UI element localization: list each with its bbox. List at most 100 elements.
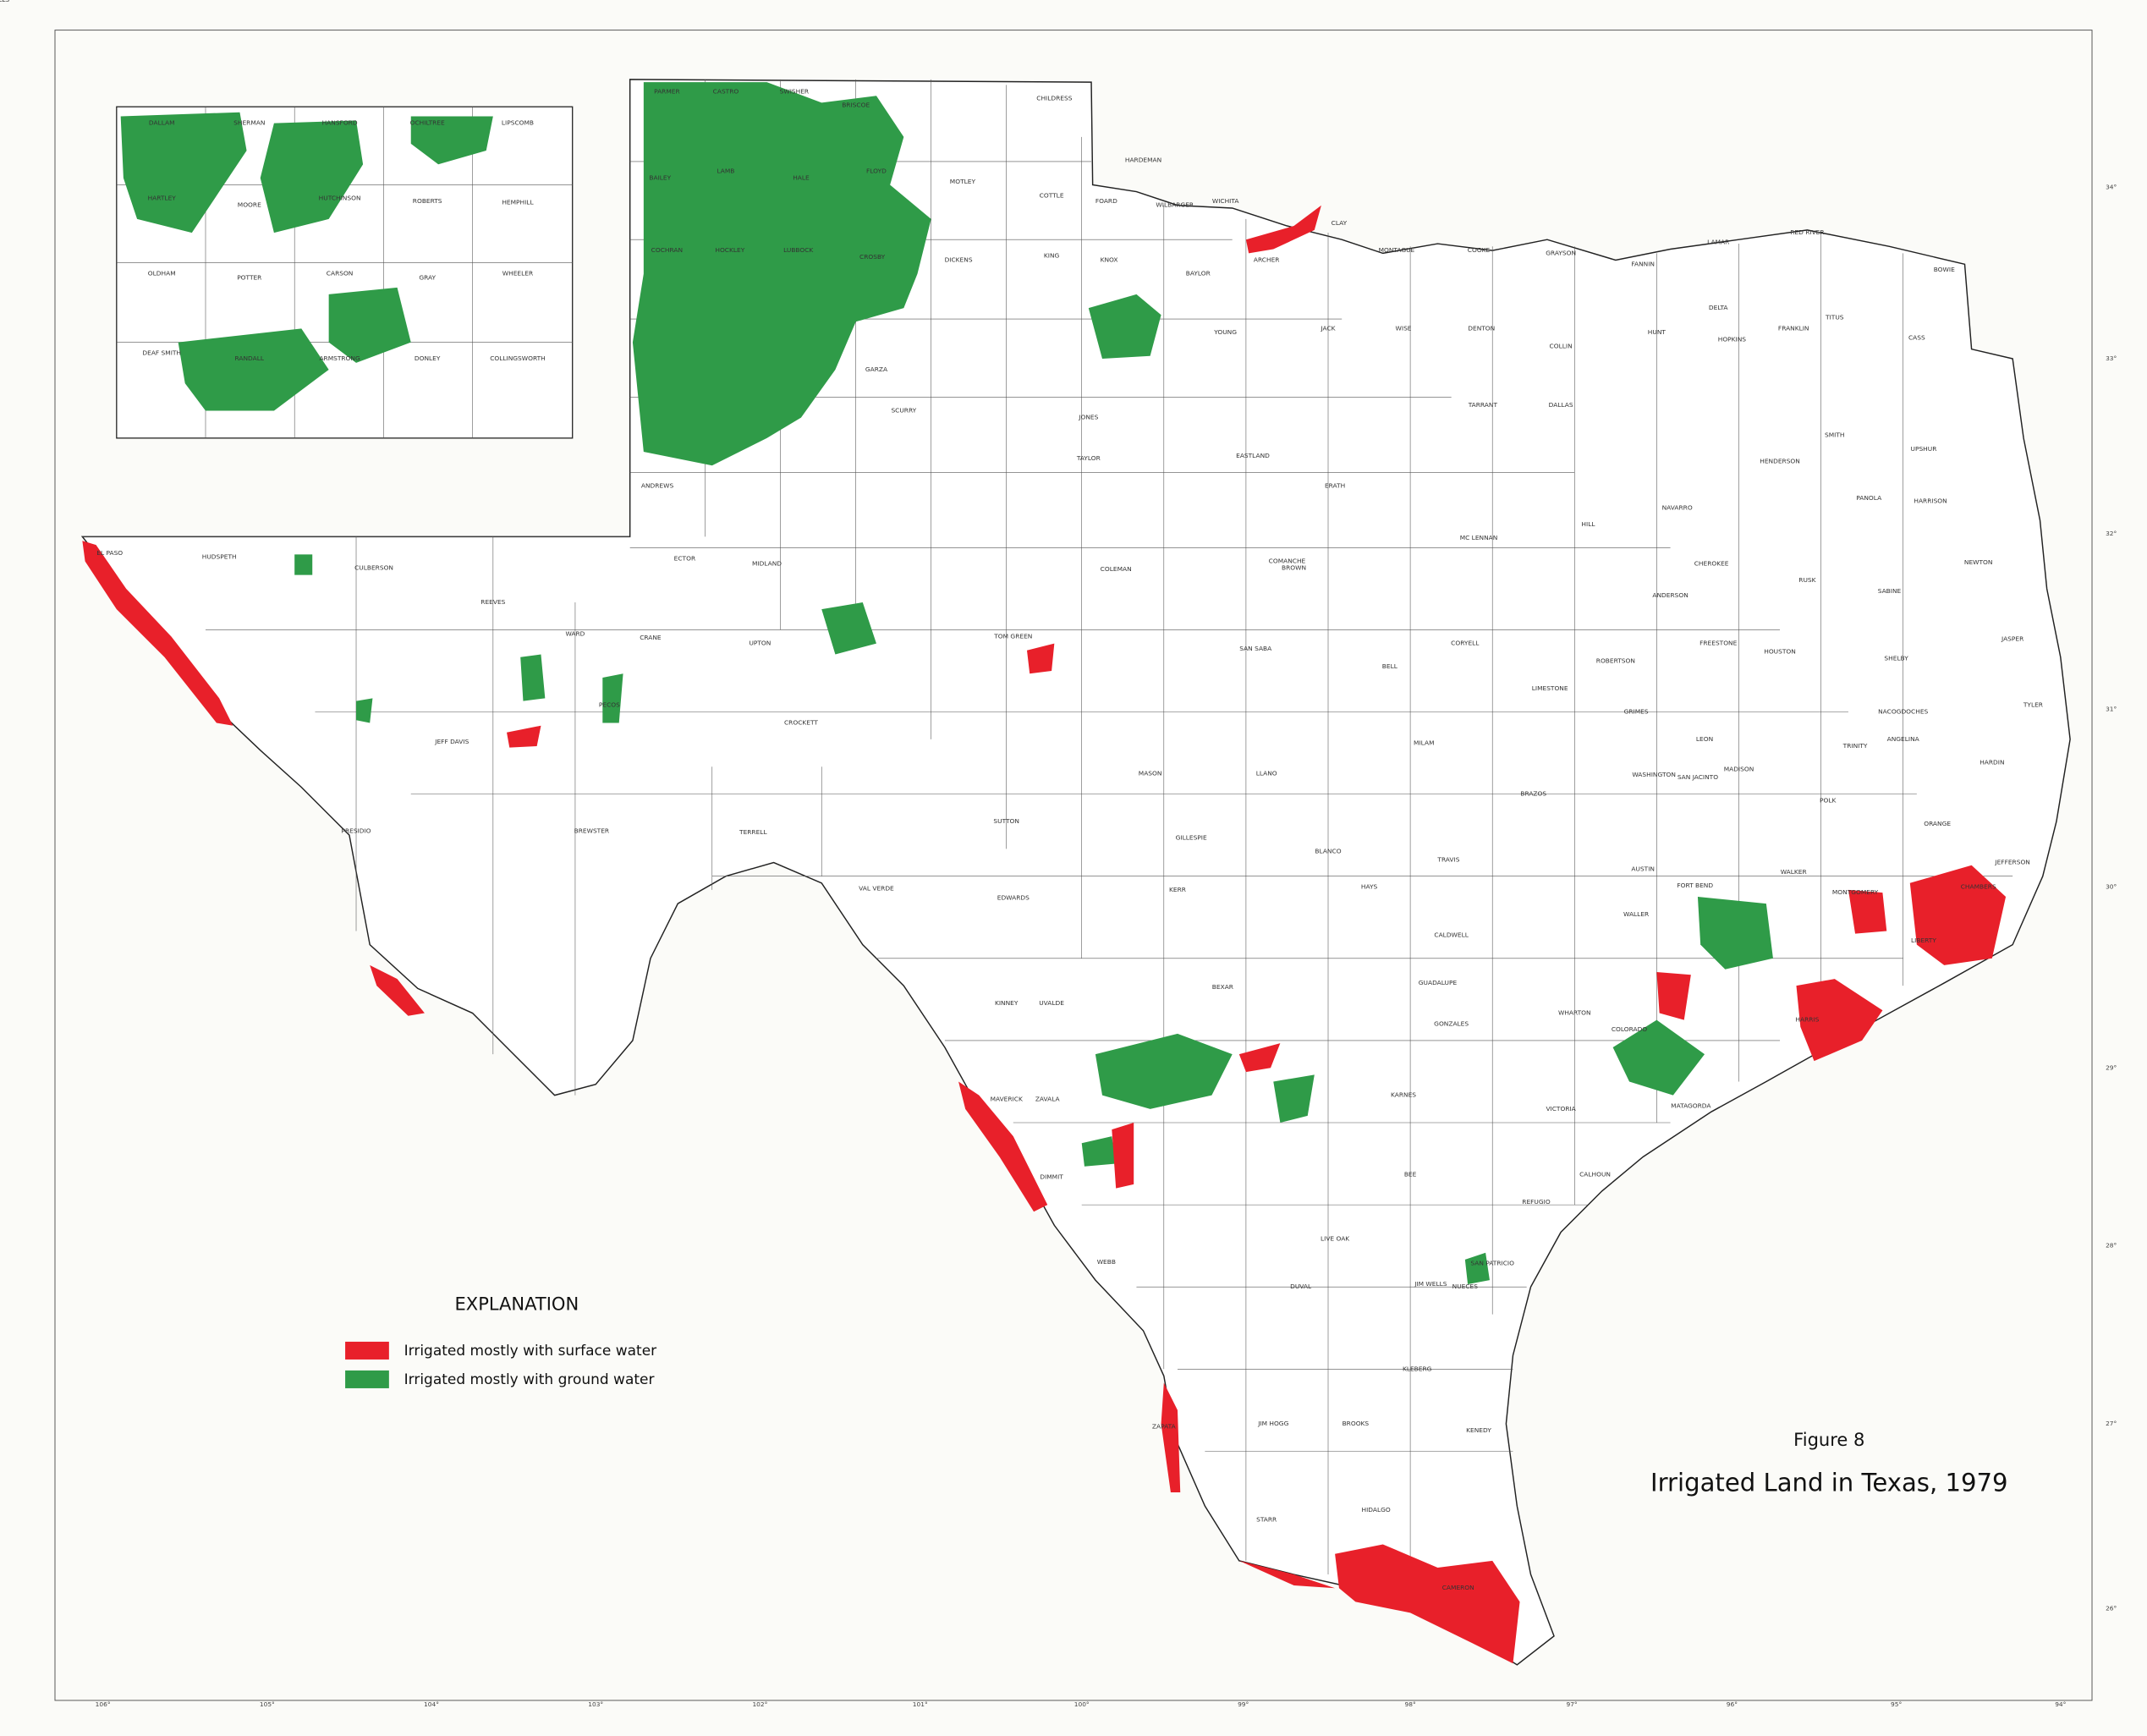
county-label: MATAGORDA (1671, 1102, 1711, 1110)
county-label: HIDALGO (1362, 1506, 1391, 1514)
county-label: LIMESTONE (1532, 684, 1568, 692)
county-label: JASPER (2001, 635, 2023, 643)
longitude-label: 100° (1074, 1700, 1090, 1708)
county-label: COLORADO (1612, 1025, 1647, 1033)
inset-county-label: RANDALL (235, 354, 265, 362)
inset-county-label: CARSON (327, 270, 354, 277)
county-label: COOKE (1468, 246, 1491, 254)
longitude-label: 105° (260, 1700, 275, 1708)
county-label: HALE (793, 173, 810, 181)
county-label: HARDEMAN (1125, 156, 1161, 163)
county-label: REEVES (480, 598, 505, 606)
legend-label: Irrigated mostly with ground water (404, 1371, 655, 1388)
ground-water-area (1088, 294, 1161, 359)
inset-county-label: HARTLEY (148, 195, 177, 202)
county-label: CASS (1908, 334, 1925, 342)
county-label: GUADALUPE (1419, 979, 1458, 986)
county-label: RUSK (1798, 576, 1816, 584)
longitude-label: 106° (96, 1700, 111, 1708)
county-label: SAN SABA (1239, 645, 1272, 652)
longitude-label: 94° (2055, 1700, 2066, 1708)
inset-county-label: GRAY (419, 274, 436, 282)
county-label: SAN JACINTO (1678, 773, 1718, 781)
county-label: SCURRY (891, 406, 916, 414)
latitude-label: 31° (2106, 705, 2117, 712)
county-label: UVALDE (1039, 999, 1064, 1007)
county-label: SAN PATRICIO (1470, 1260, 1514, 1267)
ground-water-area (1612, 1019, 1705, 1096)
longitude-label: 102° (752, 1700, 767, 1708)
county-label: LIVE OAK (1321, 1235, 1350, 1243)
county-label: HARRISON (1914, 497, 1947, 504)
legend-label: Irrigated mostly with surface water (404, 1343, 656, 1360)
longitude-label: 96° (1727, 1700, 1738, 1708)
county-label: TRAVIS (1436, 855, 1459, 863)
ground-water-area (294, 554, 623, 723)
county-label: SABINE (1878, 587, 1902, 595)
inset-county-label: HEMPHILL (502, 199, 534, 206)
county-label: HUDSPETH (202, 553, 237, 561)
county-label: FANNIN (1631, 260, 1655, 267)
county-label: HARDIN (1980, 758, 2004, 766)
county-label: ANGELINA (1887, 735, 1920, 743)
county-label: VAL VERDE (859, 884, 894, 892)
county-label: SUTTON (993, 817, 1019, 825)
inset-county-label: DONLEY (415, 354, 441, 362)
county-label: CHEROKEE (1694, 560, 1729, 568)
county-label: EDWARDS (997, 894, 1030, 902)
county-label: MADISON (1724, 765, 1754, 772)
county-label: FALLS (0, 0, 9, 3)
county-label: HOUSTON (1764, 647, 1796, 655)
county-label: REFUGIO (1522, 1198, 1551, 1206)
county-label: BOWIE (1934, 266, 1955, 273)
county-label: BELL (1382, 662, 1398, 670)
longitude-label: 97° (1566, 1700, 1577, 1708)
inset-county-label: ARMSTRONG (319, 354, 360, 362)
county-label: KERR (1169, 886, 1186, 893)
county-label: LAMB (717, 167, 734, 174)
county-label: WALKER (1781, 868, 1807, 876)
county-label: BEE (1404, 1170, 1417, 1178)
county-label: FLOYD (866, 167, 887, 174)
legend-swatch (345, 1341, 389, 1360)
ground-water-area (821, 602, 876, 655)
county-label: WILBARGER (1156, 201, 1194, 209)
county-label: MIDLAND (752, 560, 782, 568)
inset-county-label: DALLAM (149, 119, 175, 127)
county-label: WEBB (1097, 1258, 1116, 1266)
county-label: FORT BEND (1677, 882, 1713, 889)
surface-water-area (1656, 889, 1887, 1020)
county-label: COLEMAN (1101, 565, 1132, 573)
inset-county-label: WHEELER (502, 270, 533, 277)
county-label: ECTOR (674, 554, 695, 562)
county-label: FOARD (1095, 197, 1117, 205)
county-label: BAYLOR (1186, 270, 1211, 277)
county-label: WARD (565, 629, 585, 637)
county-label: YOUNG (1213, 328, 1237, 336)
county-label: ERATH (1325, 481, 1345, 489)
county-label: CAMERON (1442, 1584, 1474, 1591)
latitude-label: 26° (2106, 1604, 2117, 1612)
longitude-label: 101° (913, 1700, 928, 1708)
county-label: CHILDRESS (1036, 95, 1072, 102)
longitude-label: 104° (424, 1700, 439, 1708)
ground-water-area (1697, 896, 1773, 970)
county-label: PANOLA (1856, 494, 1882, 502)
county-label: KARNES (1391, 1091, 1416, 1099)
county-label: EL PASO (96, 549, 123, 557)
county-label: WHARTON (1558, 1009, 1591, 1017)
county-label: GARZA (865, 365, 888, 373)
surface-water-area (1796, 979, 1883, 1062)
ground-water-area (632, 82, 931, 466)
county-label: DELTA (1709, 304, 1729, 311)
county-label: TAYLOR (1076, 454, 1101, 462)
county-label: TYLER (2023, 700, 2043, 708)
county-label: ANDREWS (641, 481, 674, 489)
latitude-label: 32° (2106, 530, 2117, 537)
county-label: WICHITA (1212, 197, 1239, 205)
county-label: SMITH (1825, 431, 1844, 439)
surface-water-area (958, 1081, 1048, 1212)
surface-water-area (1909, 865, 2007, 965)
county-label: CALHOUN (1579, 1170, 1611, 1178)
longitude-label: 98° (1405, 1700, 1416, 1708)
